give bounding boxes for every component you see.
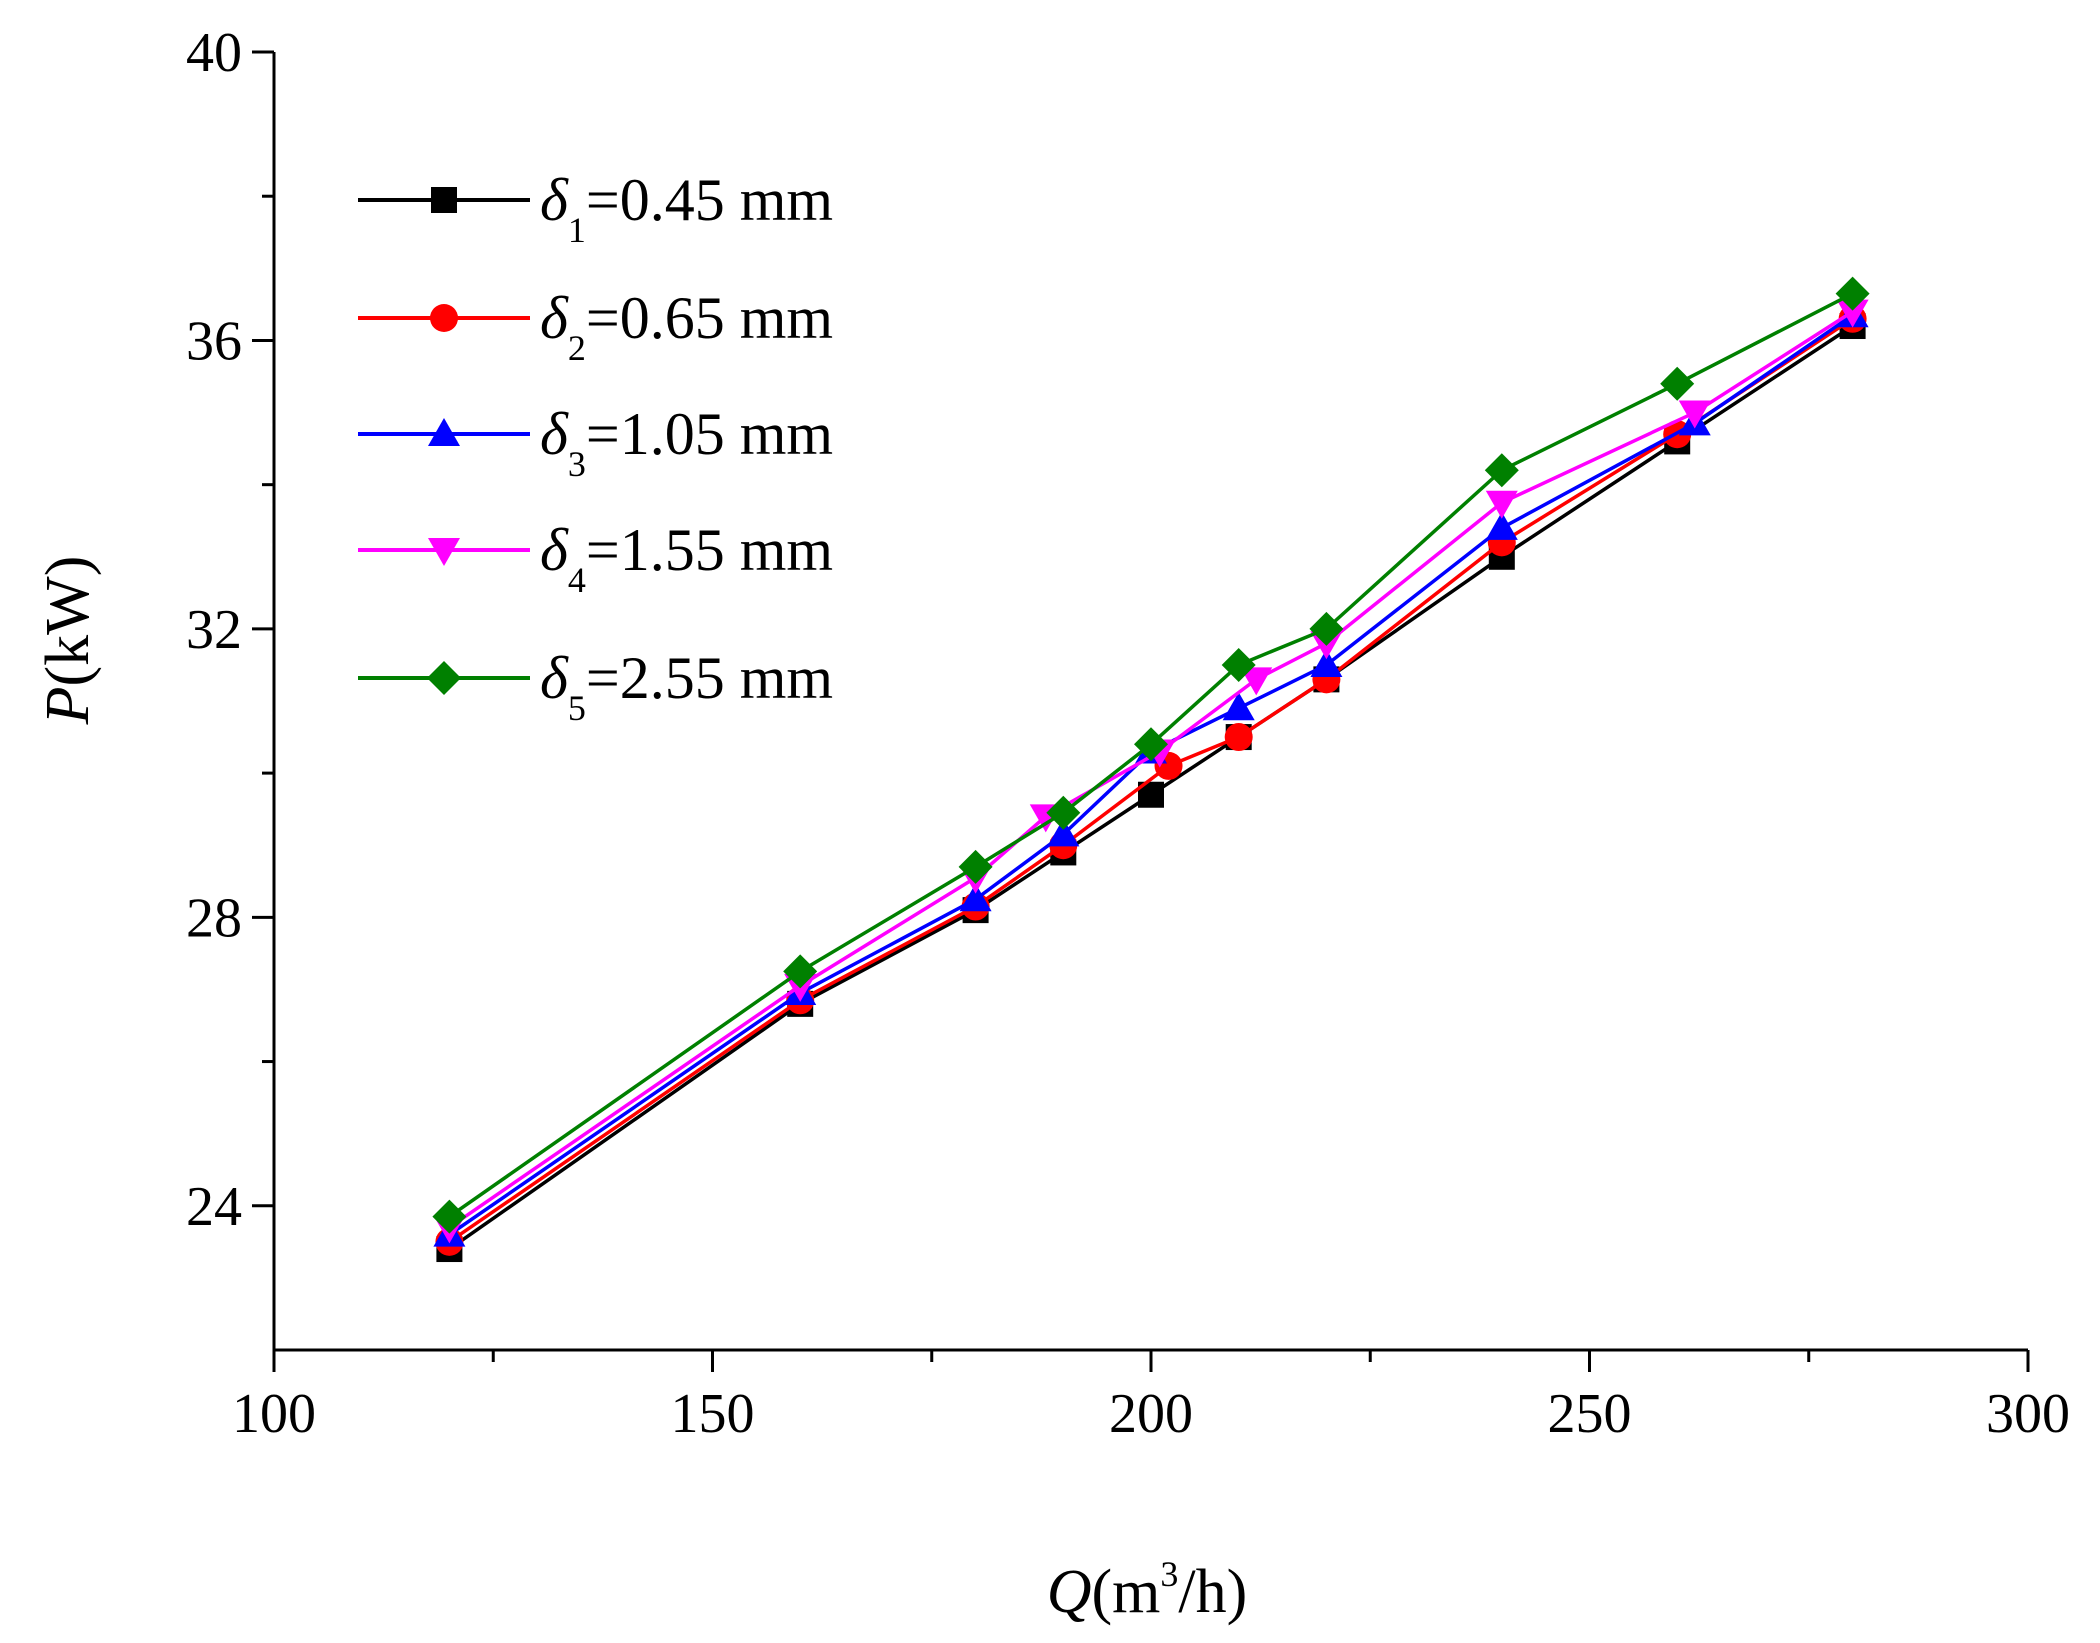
series-3-point [1047, 818, 1080, 847]
series-3-point [1222, 692, 1255, 721]
y-tick-label: 32 [186, 599, 242, 661]
legend-label: δ2=0.65 mm [540, 285, 833, 368]
series-5-point [783, 954, 818, 989]
legend-item-2: δ2=0.65 mm [358, 285, 833, 368]
series-4-point [1240, 667, 1273, 696]
legend-swatch-marker [428, 418, 460, 446]
x-tick-label: 300 [1986, 1383, 2070, 1445]
legend-swatch-marker [428, 538, 460, 566]
series-2-point [1224, 723, 1253, 752]
y-tick-label: 28 [186, 887, 242, 949]
legend-swatch-marker [430, 304, 458, 332]
legend-item-4: δ4=1.55 mm [358, 517, 833, 600]
x-tick-label: 250 [1548, 1383, 1632, 1445]
series-4-point [1485, 490, 1518, 519]
legend-item-3: δ3=1.05 mm [358, 401, 833, 484]
series-4-line [448, 310, 1854, 1229]
legend-label: δ4=1.55 mm [540, 517, 833, 600]
series-5-point [958, 849, 993, 884]
x-tick-label: 100 [232, 1383, 316, 1445]
series-5 [432, 276, 1870, 1234]
series-5-point [1309, 611, 1344, 646]
legend: δ1=0.45 mm δ2=0.65 mm δ3=1.05 mm δ4=1.55 mm… [358, 167, 833, 728]
x-tick-label: 200 [1109, 1383, 1193, 1445]
series-2-line [448, 317, 1854, 1244]
x-axis-title: Q(m3/h) [1047, 1554, 1248, 1626]
legend-item-5: δ5=2.55 mm [358, 645, 833, 728]
series-5-point [1134, 727, 1168, 762]
x-tick-label: 150 [671, 1383, 755, 1445]
series-5-point [1046, 795, 1081, 830]
series-layer [432, 276, 1870, 1263]
series-5-point [1835, 276, 1870, 311]
y-tick-label: 40 [186, 22, 242, 84]
legend-label: δ3=1.05 mm [540, 401, 833, 484]
legend-swatch-marker [431, 187, 457, 213]
series-5-point [1660, 366, 1695, 401]
series-3-point [1310, 648, 1343, 677]
legend-item-1: δ1=0.45 mm [358, 167, 833, 250]
legend-label: δ1=0.45 mm [540, 167, 833, 250]
legend-label: δ5=2.55 mm [540, 645, 833, 728]
series-3-point [959, 883, 992, 912]
y-tick-label: 36 [186, 310, 242, 372]
series-1-line [448, 324, 1854, 1251]
series-4-point [1836, 299, 1869, 328]
series-5-point [1221, 647, 1256, 682]
series-5-point [1484, 453, 1519, 488]
series-5-point [432, 1199, 467, 1234]
legend-swatch-marker [427, 661, 461, 695]
series-5-line [448, 292, 1854, 1219]
series-3-line [448, 313, 1854, 1237]
axes: 100 150 200 250 300 24 28 32 36 40 [186, 22, 2070, 1445]
y-tick-label: 24 [186, 1176, 242, 1238]
series-3-point [1485, 511, 1518, 540]
y-axis-title: P(kW) [34, 556, 102, 726]
series-4-point [1678, 400, 1711, 429]
